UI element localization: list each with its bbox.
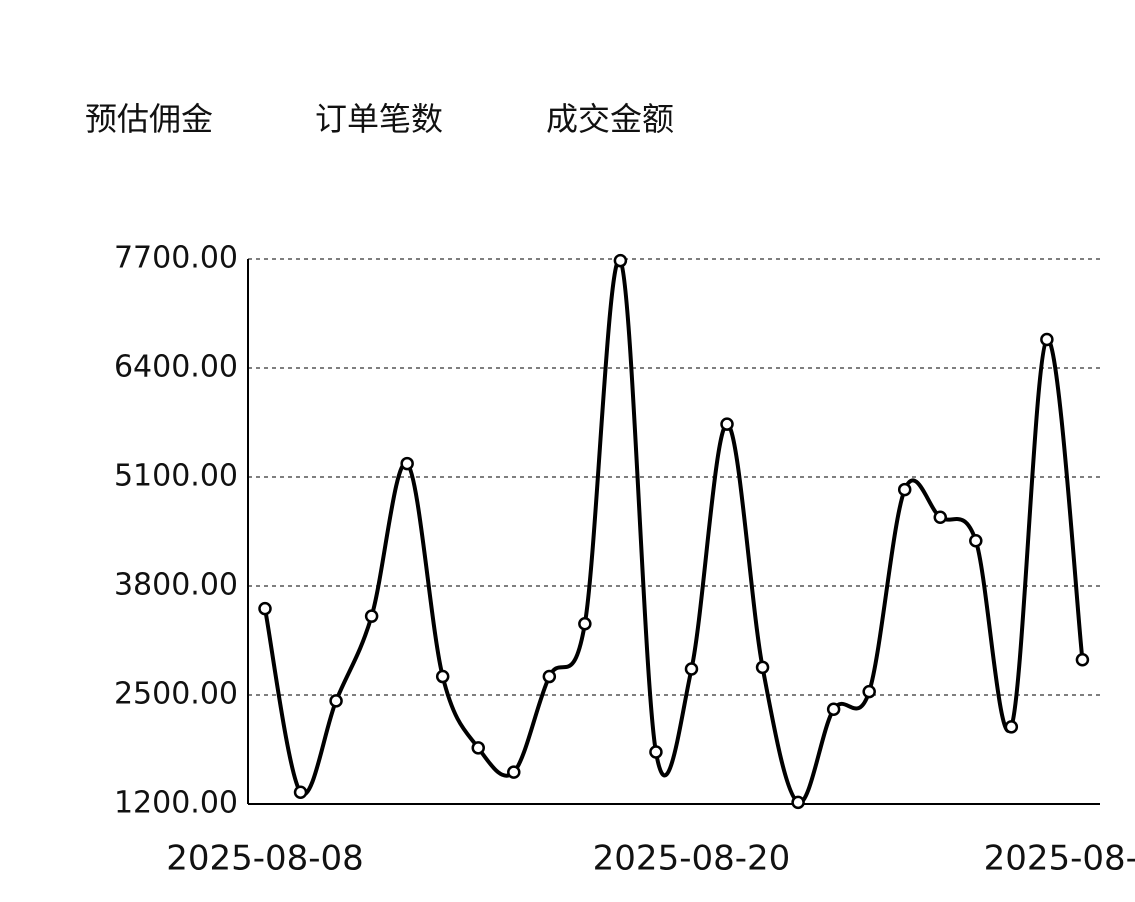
point [435, 669, 450, 684]
point [826, 702, 841, 717]
point [542, 669, 557, 684]
x-tick-label: 2025-08-08 [166, 839, 364, 879]
point [578, 616, 592, 631]
point [684, 662, 699, 676]
y-tick-label: 5100.00 [114, 459, 238, 494]
point [258, 601, 272, 616]
point [933, 510, 948, 524]
point [791, 795, 805, 810]
point [969, 533, 983, 548]
point [1004, 720, 1019, 734]
point [897, 482, 912, 497]
y-tick-label: 3800.00 [114, 568, 238, 603]
point [613, 253, 628, 268]
point [364, 609, 379, 623]
point [329, 694, 343, 708]
point [649, 745, 663, 759]
point [293, 785, 308, 800]
x-tick-label: 2025-08-31 [984, 839, 1135, 879]
point [507, 765, 521, 779]
tab[interactable]: 预估佣金 [85, 100, 213, 138]
tab[interactable]: 订单笔数 [315, 100, 443, 138]
x-tick-label: 2025-08-20 [593, 839, 791, 879]
point [755, 660, 770, 675]
point [471, 741, 485, 755]
line [263, 257, 1085, 805]
tab[interactable]: 成交金额 [546, 100, 674, 138]
point [720, 417, 734, 431]
y-tick-label: 7700.00 [114, 241, 238, 276]
y-tick-label: 2500.00 [114, 677, 238, 712]
y-tick-label: 6400.00 [114, 350, 238, 385]
y-tick-label: 1200.00 [114, 786, 238, 821]
point [400, 456, 414, 471]
point [1075, 653, 1090, 667]
point [1040, 332, 1054, 347]
point [862, 684, 876, 699]
